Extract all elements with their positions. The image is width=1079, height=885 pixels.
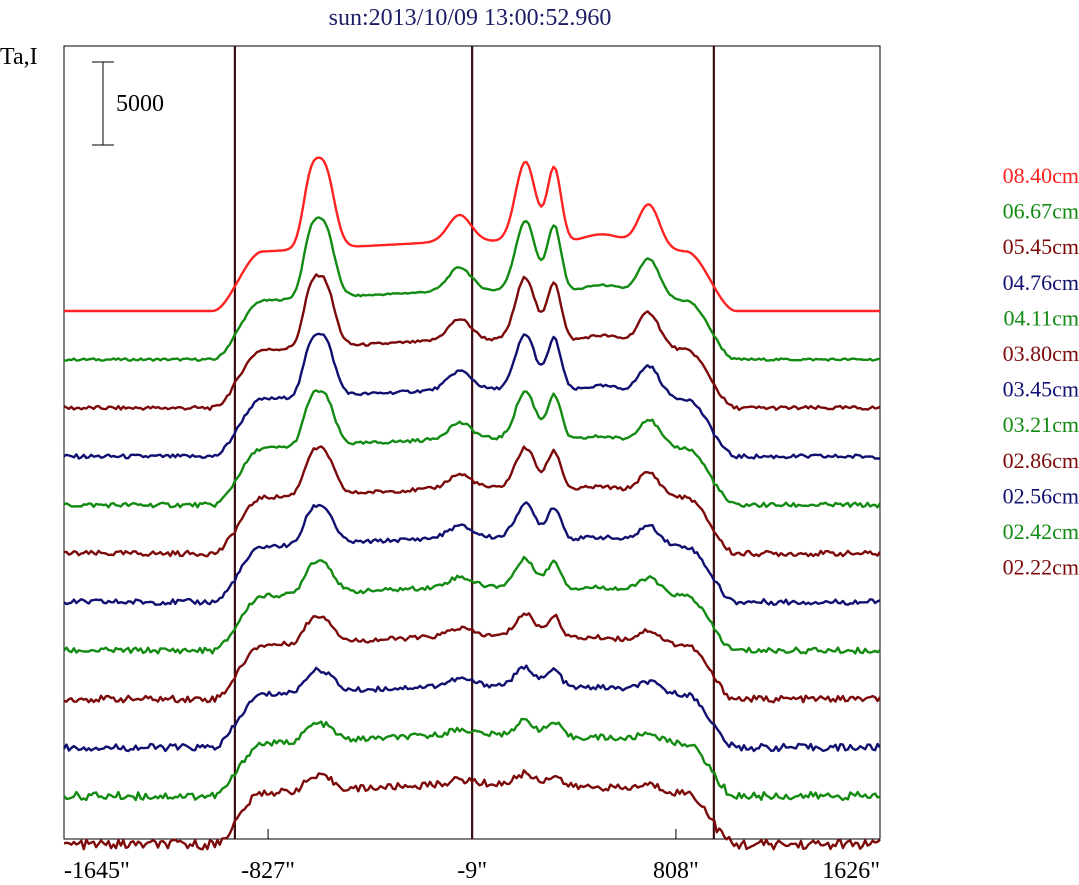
series-line-02-42cm	[63, 717, 881, 802]
series-line-02-56cm	[62, 664, 881, 753]
legend-entry-02-42cm: 02.42cm	[1003, 519, 1079, 544]
x-tick-label: -1645"	[64, 858, 130, 884]
legend-entry-04-76cm: 04.76cm	[1003, 270, 1079, 295]
x-tick-label: -827"	[241, 858, 295, 884]
series-line-05-45cm	[63, 273, 881, 412]
chart-title: sun:2013/10/09 13:00:52.960	[329, 5, 612, 31]
series-line-04-11cm	[63, 389, 882, 509]
legend-entry-03-45cm: 03.45cm	[1003, 377, 1079, 402]
series-line-08-40cm	[64, 156, 880, 313]
scale-bar: 5000	[92, 61, 164, 146]
series-line-04-76cm	[63, 332, 880, 460]
legend-entry-02-56cm: 02.56cm	[1003, 483, 1079, 508]
series-line-02-86cm	[63, 612, 882, 704]
x-tick-label: -9"	[457, 858, 487, 884]
scale-bar-label: 5000	[116, 91, 164, 117]
series-line-03-45cm	[63, 501, 881, 606]
x-tick-label: 808"	[653, 858, 699, 884]
legend-entry-03-21cm: 03.21cm	[1003, 412, 1079, 437]
series-line-03-80cm	[63, 445, 881, 558]
x-tick-label: 1626"	[822, 858, 880, 884]
series-line-03-21cm	[63, 555, 881, 655]
series-line-06-67cm	[63, 216, 881, 362]
legend-entry-02-22cm: 02.22cm	[1003, 555, 1079, 580]
legend-entry-02-86cm: 02.86cm	[1003, 448, 1079, 473]
legend-entry-03-80cm: 03.80cm	[1003, 341, 1079, 366]
y-axis-label: Ta,I	[0, 44, 38, 70]
legend-entry-08-40cm: 08.40cm	[1003, 163, 1079, 188]
legend-entry-05-45cm: 05.45cm	[1003, 234, 1079, 259]
series-line-02-22cm	[63, 769, 881, 851]
legend-entry-04-11cm: 04.11cm	[1003, 305, 1079, 330]
legend-entry-06-67cm: 06.67cm	[1003, 199, 1079, 224]
